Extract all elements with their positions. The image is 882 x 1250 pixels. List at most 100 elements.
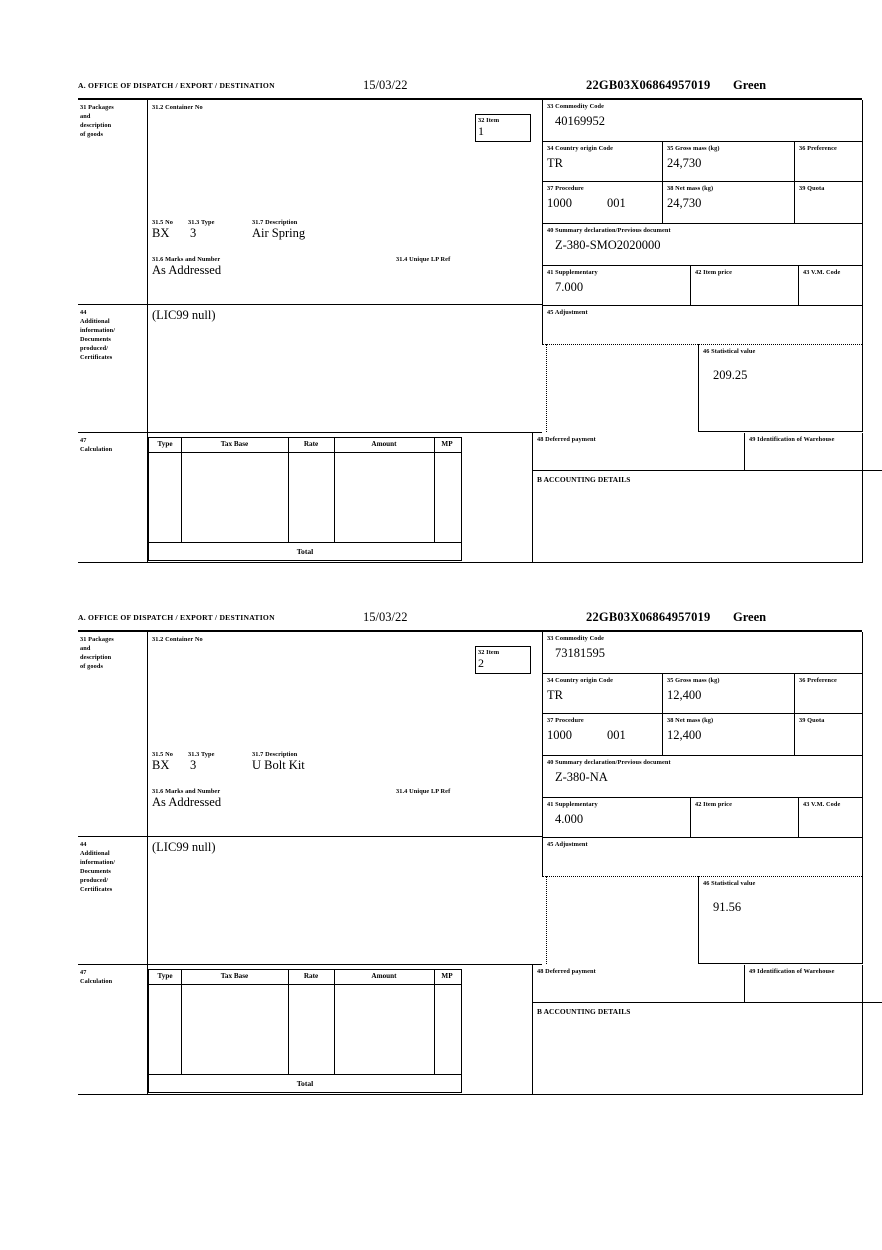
box-38-net-mass: 38 Net mass (kg) 12,400 — [662, 714, 794, 756]
box-45-label: 45 Adjustment — [547, 841, 588, 848]
box-45-label: 45 Adjustment — [547, 309, 588, 316]
box-46-statistical-value: 46 Statistical value 209.25 — [698, 344, 862, 432]
form-bottom-edge — [78, 562, 862, 563]
calc-divider — [334, 970, 335, 1075]
goods-description-value: U Bolt Kit — [252, 758, 305, 772]
box-37-procedure-code: 1000 — [547, 728, 572, 742]
box-32-item-value: 1 — [478, 124, 484, 138]
box-46-label: 46 Statistical value — [703, 880, 756, 887]
header-status-route: Green — [733, 78, 767, 92]
calc-col-type: Type — [157, 972, 173, 980]
form-bottom-edge — [78, 1094, 862, 1095]
box-49-label: 49 Identification of Warehouse — [749, 436, 835, 443]
form-header: A. OFFICE OF DISPATCH / EXPORT / DESTINA… — [78, 78, 862, 100]
box-45-dotted-vertical — [546, 344, 547, 432]
box-41-value: 4.000 — [555, 812, 584, 826]
box-37-label: 37 Procedure — [547, 185, 584, 192]
header-status-route: Green — [733, 610, 767, 624]
box-39-quota: 39 Quota — [794, 182, 862, 224]
box-45-dotted-vertical — [546, 876, 547, 964]
box-43-vm-code: 43 V.M. Code — [798, 798, 862, 838]
box-31-goods-panel: 31.2 Container No 31.5 No 31.3 Type 31.7… — [148, 100, 542, 304]
box-44-label-line: Documents — [80, 868, 111, 875]
box-31-label-line: description — [80, 654, 112, 661]
box-47-label-line: 47 — [80, 437, 87, 444]
box-45-adjustment: 45 Adjustment — [542, 838, 862, 876]
box-47-label-line: Calculation — [80, 978, 113, 985]
box-44-value: (LIC99 null) — [152, 840, 216, 854]
box-34-country-origin: 34 Country origin Code TR — [542, 142, 662, 182]
box-40-value: Z-380-NA — [555, 770, 608, 784]
box-39-label: 39 Quota — [799, 717, 825, 724]
box-41-label: 41 Supplementary — [547, 269, 598, 276]
calc-divider — [181, 438, 182, 543]
box-48-label: 48 Deferred payment — [537, 968, 596, 975]
box-46-value: 91.56 — [713, 900, 742, 914]
box-36-label: 36 Preference — [799, 677, 837, 684]
box-37-additional-procedure-code: 001 — [607, 196, 626, 210]
box-48-deferred-payment: 48 Deferred payment — [532, 433, 744, 471]
box-37-additional-procedure-code: 001 — [607, 728, 626, 742]
box-31-label-line: of goods — [80, 663, 104, 670]
box-32-item-value: 2 — [478, 656, 484, 670]
box-44-label-line: Certificates — [80, 354, 113, 361]
box-b-accounting-details: B ACCOUNTING DETAILS — [532, 471, 882, 563]
calc-divider — [434, 438, 435, 543]
box-33-value: 73181595 — [555, 646, 605, 660]
goods-description-value: Air Spring — [252, 226, 306, 240]
box-31-label: 31 Packages and description of goods — [78, 100, 148, 304]
declaration-form-item-2: A. OFFICE OF DISPATCH / EXPORT / DESTINA… — [78, 610, 882, 1095]
box-46-value: 209.25 — [713, 368, 748, 382]
box-36-preference: 36 Preference — [794, 142, 862, 182]
box-39-quota: 39 Quota — [794, 714, 862, 756]
box-31-label-line: 31 Packages — [80, 636, 114, 643]
header-reference-number: 22GB03X06864957019 — [586, 610, 711, 624]
box-31-label-line: 31 Packages — [80, 104, 114, 111]
box-38-label: 38 Net mass (kg) — [667, 185, 714, 192]
box-35-label: 35 Gross mass (kg) — [667, 145, 720, 152]
box-32-item-label: 32 Item — [478, 649, 500, 656]
calc-col-mp: MP — [441, 440, 453, 448]
box-32-item: 32 Item 1 — [475, 114, 531, 142]
box-45-adjustment: 45 Adjustment — [542, 306, 862, 344]
box-38-net-mass: 38 Net mass (kg) 24,730 — [662, 182, 794, 224]
box-31-3-type-label: 31.3 Type — [188, 219, 215, 226]
box-47-label: 47 Calculation — [78, 432, 148, 562]
box-47-label-line: Calculation — [80, 446, 113, 453]
calc-divider — [288, 438, 289, 543]
box-31-values: BX 3 U Bolt Kit — [152, 758, 532, 776]
box-31-4-lp-ref-label: 31.4 Unique LP Ref — [396, 788, 451, 795]
box-34-country-origin: 34 Country origin Code TR — [542, 674, 662, 714]
header-office-title: A. OFFICE OF DISPATCH / EXPORT / DESTINA… — [78, 613, 275, 622]
marks-and-number-value: As Addressed — [152, 263, 222, 277]
box-b-label: B ACCOUNTING DETAILS — [537, 1007, 631, 1016]
box-44-label-line: Certificates — [80, 886, 113, 893]
box-38-label: 38 Net mass (kg) — [667, 717, 714, 724]
box-44-label-line: 44 — [80, 841, 87, 848]
box-37-procedure-code: 1000 — [547, 196, 572, 210]
header-office-title: A. OFFICE OF DISPATCH / EXPORT / DESTINA… — [78, 81, 275, 90]
form-header: A. OFFICE OF DISPATCH / EXPORT / DESTINA… — [78, 610, 862, 632]
calculation-table-header: Type Tax Base Rate Amount MP — [149, 970, 461, 985]
calculation-total-row: Total — [149, 1074, 461, 1092]
calc-col-type: Type — [157, 440, 173, 448]
box-42-item-price: 42 Item price — [690, 266, 798, 306]
calc-col-amount: Amount — [371, 972, 397, 980]
header-date: 15/03/22 — [363, 78, 408, 92]
box-31-6-marks-label: 31.6 Marks and Number — [152, 256, 221, 263]
box-39-label: 39 Quota — [799, 185, 825, 192]
calculation-table: Type Tax Base Rate Amount MP Total — [148, 437, 462, 561]
box-47-label-line: 47 — [80, 969, 87, 976]
header-reference-number: 22GB03X06864957019 — [586, 78, 711, 92]
box-31-4-lp-ref-label: 31.4 Unique LP Ref — [396, 256, 451, 263]
box-35-label: 35 Gross mass (kg) — [667, 677, 720, 684]
packages-no-value: BX — [152, 758, 170, 772]
box-32-item: 32 Item 2 — [475, 646, 531, 674]
box-37-value-group: 1000 001 — [547, 196, 662, 210]
box-47-calculation: Type Tax Base Rate Amount MP Total 48 De… — [148, 432, 882, 563]
box-44-label: 44 Additional information/ Documents pro… — [78, 836, 148, 964]
box-44-label-line: produced/ — [80, 877, 109, 884]
box-33-label: 33 Commodity Code — [547, 103, 604, 110]
calculation-table-header: Type Tax Base Rate Amount MP — [149, 438, 461, 453]
box-31-label-line: and — [80, 645, 91, 652]
